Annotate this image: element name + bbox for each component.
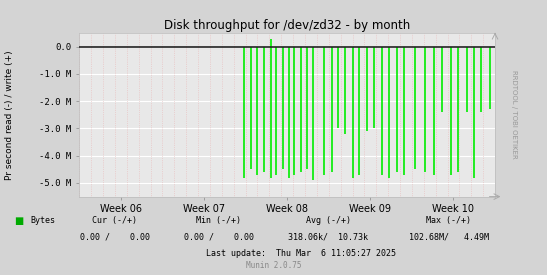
Text: 318.06k/  10.73k: 318.06k/ 10.73k <box>288 232 368 241</box>
Text: Bytes: Bytes <box>30 216 55 225</box>
Text: Last update:  Thu Mar  6 11:05:27 2025: Last update: Thu Mar 6 11:05:27 2025 <box>206 249 396 258</box>
Text: 0.00 /    0.00: 0.00 / 0.00 <box>80 232 150 241</box>
Text: ■: ■ <box>14 216 23 226</box>
Text: 102.68M/   4.49M: 102.68M/ 4.49M <box>409 232 488 241</box>
Title: Disk throughput for /dev/zd32 - by month: Disk throughput for /dev/zd32 - by month <box>164 19 410 32</box>
Text: Max (-/+): Max (-/+) <box>426 216 471 225</box>
Text: Avg (-/+): Avg (-/+) <box>306 216 351 225</box>
Text: Munin 2.0.75: Munin 2.0.75 <box>246 260 301 270</box>
Text: Cur (-/+): Cur (-/+) <box>92 216 137 225</box>
Text: 0.00 /    0.00: 0.00 / 0.00 <box>184 232 254 241</box>
Text: Min (-/+): Min (-/+) <box>196 216 241 225</box>
Text: RRDTOOL / TOBI OETIKER: RRDTOOL / TOBI OETIKER <box>511 70 517 159</box>
Text: Pr second read (-) / write (+): Pr second read (-) / write (+) <box>5 50 14 180</box>
